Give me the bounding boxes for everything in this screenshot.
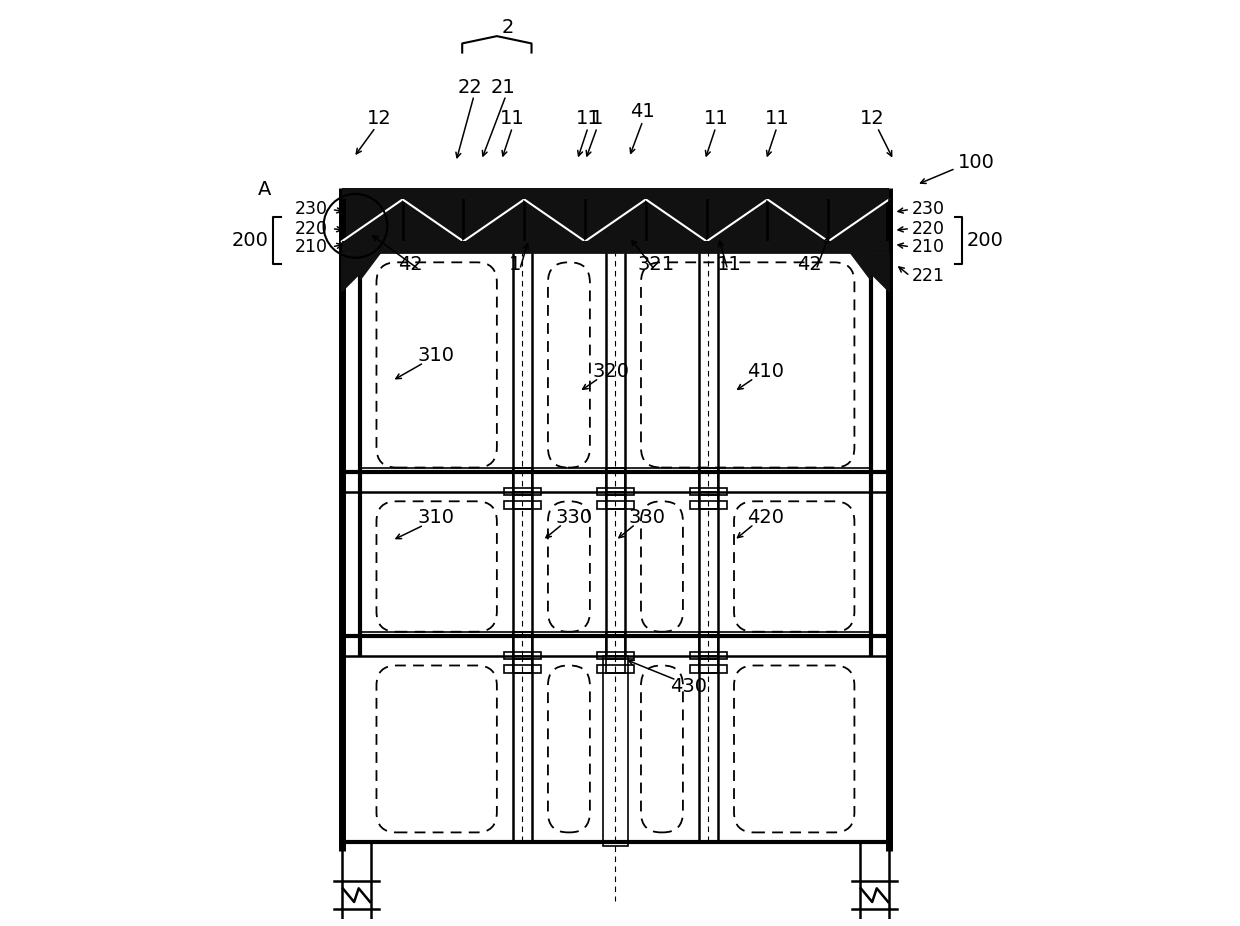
Bar (606, 657, 625, 673)
Text: 22: 22 (458, 78, 482, 96)
Bar (513, 632, 532, 659)
Text: 42: 42 (797, 255, 822, 274)
Bar (598, 501, 634, 508)
Text: 2: 2 (502, 18, 515, 36)
Bar (691, 666, 727, 673)
Text: 200: 200 (967, 231, 1003, 250)
Bar (342, 242, 889, 253)
Bar (691, 501, 727, 508)
Bar (513, 468, 532, 494)
Text: 410: 410 (748, 362, 785, 382)
Bar (699, 468, 718, 494)
Text: 11: 11 (500, 108, 525, 128)
Bar (691, 652, 727, 659)
Text: 1: 1 (508, 255, 521, 274)
Text: 230: 230 (295, 200, 329, 219)
Text: 11: 11 (575, 108, 600, 128)
Bar (342, 242, 889, 253)
Polygon shape (342, 199, 403, 242)
Text: 430: 430 (670, 677, 707, 696)
Bar (598, 666, 634, 673)
Polygon shape (707, 199, 768, 242)
Text: 21: 21 (491, 78, 516, 96)
Text: 11: 11 (703, 108, 728, 128)
Text: 420: 420 (748, 508, 785, 527)
Bar (598, 652, 634, 659)
Polygon shape (828, 199, 889, 242)
Text: 1: 1 (591, 108, 604, 128)
Bar (513, 657, 532, 673)
Polygon shape (403, 199, 464, 242)
Text: 330: 330 (556, 508, 593, 527)
Bar (606, 632, 625, 659)
Polygon shape (646, 199, 707, 242)
Bar (699, 632, 718, 659)
Polygon shape (585, 199, 646, 242)
Text: 11: 11 (717, 255, 742, 274)
Text: 41: 41 (630, 103, 655, 121)
Polygon shape (525, 199, 585, 242)
Polygon shape (851, 253, 889, 292)
Bar (598, 488, 634, 494)
Polygon shape (360, 253, 381, 280)
Polygon shape (342, 199, 403, 242)
Polygon shape (585, 199, 646, 242)
Polygon shape (403, 199, 464, 242)
Text: 320: 320 (593, 362, 630, 382)
Bar (342, 842, 371, 926)
Text: A: A (258, 180, 272, 199)
Bar (505, 666, 541, 673)
Bar (699, 657, 718, 673)
Text: 210: 210 (295, 238, 329, 256)
Polygon shape (464, 199, 525, 242)
Polygon shape (768, 199, 828, 242)
Text: 321: 321 (637, 255, 675, 274)
Polygon shape (525, 199, 585, 242)
Bar (513, 493, 532, 508)
Polygon shape (768, 199, 828, 242)
Polygon shape (342, 253, 381, 292)
Bar (342, 188, 889, 199)
Bar (505, 501, 541, 508)
Text: 330: 330 (629, 508, 666, 527)
Bar (606, 493, 625, 508)
Polygon shape (646, 199, 707, 242)
Bar (505, 652, 541, 659)
Text: 200: 200 (232, 231, 269, 250)
Bar (699, 493, 718, 508)
Text: 310: 310 (417, 346, 454, 365)
Bar (342, 188, 889, 199)
Text: 210: 210 (911, 238, 945, 256)
Bar (859, 842, 889, 926)
Text: 100: 100 (957, 153, 994, 171)
Text: 220: 220 (295, 219, 329, 238)
Text: 221: 221 (911, 267, 945, 285)
Text: 11: 11 (765, 108, 789, 128)
Bar (603, 657, 629, 846)
Text: 230: 230 (911, 200, 945, 219)
Bar (691, 488, 727, 494)
Polygon shape (464, 199, 525, 242)
Polygon shape (707, 199, 768, 242)
Text: 220: 220 (911, 219, 945, 238)
Text: 310: 310 (417, 508, 454, 527)
Text: 12: 12 (861, 108, 885, 128)
Bar (606, 468, 625, 494)
Polygon shape (828, 199, 889, 242)
Text: 12: 12 (367, 108, 392, 128)
Text: 42: 42 (398, 255, 423, 274)
Bar (505, 488, 541, 494)
Polygon shape (851, 253, 870, 280)
